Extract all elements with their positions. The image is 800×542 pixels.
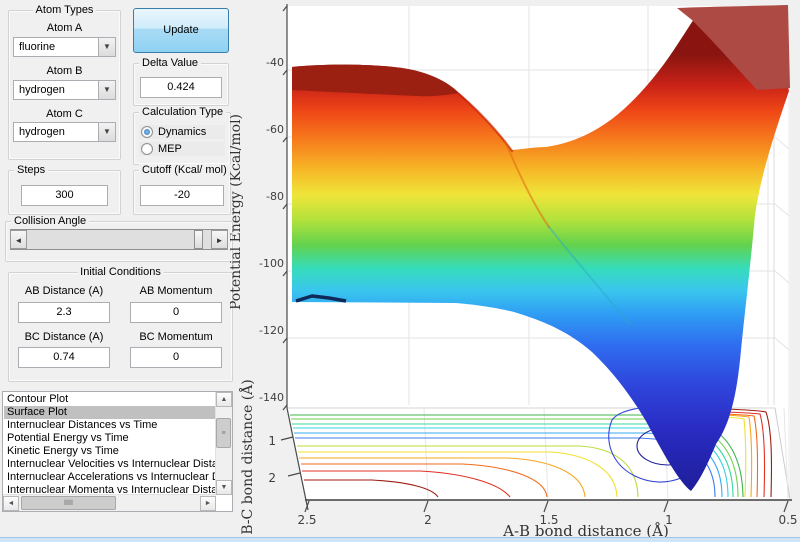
bc-momentum-field[interactable]: 0 [130, 347, 222, 368]
scroll-down-icon[interactable]: ▼ [216, 480, 232, 495]
collision-angle-panel: Collision Angle [5, 215, 233, 262]
list-item[interactable]: Internuclear Velocities vs Internuclear … [7, 458, 216, 470]
slider-left-arrow-icon[interactable]: ◄ [10, 230, 27, 249]
calculation-type-title: Calculation Type [139, 106, 227, 118]
atom-types-panel: Atom Types [8, 4, 121, 160]
window-bottom-edge [0, 537, 800, 542]
steps-title: Steps [14, 164, 49, 176]
atom-c-label: Atom C [46, 108, 83, 120]
bc-distance-label: BC Distance (A) [24, 331, 104, 343]
potential-energy-surface [292, 6, 789, 491]
mep-radio[interactable]: MEP [139, 142, 225, 156]
z-tick-label: -40 [266, 56, 284, 69]
chevron-down-icon[interactable]: ▼ [98, 38, 115, 56]
slider-thumb[interactable] [194, 230, 203, 249]
bc-tick-label: 1 [268, 434, 276, 448]
atom-a-dropdown[interactable]: fluorine ▼ [13, 37, 116, 57]
depth-axis-tick-labels: 1 2 [268, 434, 276, 485]
atom-c-dropdown[interactable]: hydrogen ▼ [13, 122, 116, 142]
x-tick-label: 0.5 [778, 513, 797, 527]
update-button[interactable]: Update [133, 8, 229, 53]
dynamics-radio-label: Dynamics [158, 126, 207, 138]
bc-distance-field[interactable]: 0.74 [18, 347, 110, 368]
bc-momentum-label: BC Momentum [139, 331, 213, 343]
steps-panel: Steps [8, 164, 121, 215]
list-item[interactable]: Internuclear Distances vs Time [7, 419, 158, 431]
z-tick-label: -120 [259, 324, 284, 337]
radio-dot-icon [144, 129, 150, 135]
atom-a-value: fluorine [19, 41, 56, 53]
ab-distance-label: AB Distance (A) [24, 285, 104, 297]
atom-b-label: Atom B [46, 65, 83, 77]
cutoff-field[interactable]: -20 [140, 185, 224, 206]
delta-value-panel: Delta Value [133, 57, 229, 106]
initial-conditions-title: Initial Conditions [77, 266, 164, 278]
depth-axis-label: B-C bond distance (Å) [238, 379, 256, 534]
dynamics-radio[interactable]: Dynamics [139, 125, 225, 139]
delta-value-title: Delta Value [139, 57, 202, 69]
chevron-down-icon[interactable]: ▼ [98, 123, 115, 141]
horizontal-scroll-thumb[interactable]: ⦀⦀⦀ [21, 496, 116, 510]
trajectory-line [295, 294, 347, 303]
z-tick-label: -140 [259, 391, 284, 404]
list-item-selected[interactable]: Surface Plot [4, 406, 216, 419]
chevron-down-icon[interactable]: ▼ [98, 81, 115, 99]
z-tick-label: -60 [266, 123, 284, 136]
x-tick-label: 2 [424, 513, 432, 527]
bc-tick-label: 2 [268, 471, 276, 485]
ab-distance-field[interactable]: 2.3 [18, 302, 110, 323]
vertical-scroll-thumb[interactable]: ≡ [216, 418, 231, 448]
atom-a-label: Atom A [46, 22, 83, 34]
atom-c-value: hydrogen [19, 126, 65, 138]
z-axis-label: Potential Energy (Kcal/mol) [230, 114, 244, 310]
x-axis-tick-labels: 2.5 2 1.5 1 0.5 [297, 513, 797, 527]
atom-b-dropdown[interactable]: hydrogen ▼ [13, 80, 116, 100]
surface-cap-left [292, 64, 459, 97]
z-axis-tick-labels: -40 -60 -80 -100 -120 -140 [259, 56, 284, 404]
ab-momentum-label: AB Momentum [139, 285, 213, 297]
list-item[interactable]: Potential Energy vs Time [7, 432, 129, 444]
atom-types-title: Atom Types [32, 4, 97, 16]
plot-type-listbox[interactable]: Contour Plot Surface Plot Internuclear D… [2, 391, 233, 512]
scroll-up-icon[interactable]: ▲ [216, 392, 232, 407]
collision-angle-title: Collision Angle [11, 215, 90, 227]
radio-icon [141, 126, 153, 138]
cutoff-panel: Cutoff (Kcal/ mol) [133, 164, 231, 215]
steps-field[interactable]: 300 [21, 185, 108, 206]
z-tick-label: -80 [266, 190, 284, 203]
x-tick-label: 2.5 [297, 513, 316, 527]
initial-conditions-panel: Initial Conditions [8, 266, 233, 382]
axes-lines [280, 4, 792, 513]
scroll-left-icon[interactable]: ◄ [3, 496, 19, 511]
list-item[interactable]: Internuclear Accelerations vs Internucle… [7, 471, 216, 483]
atom-b-value: hydrogen [19, 84, 65, 96]
vertical-scrollbar[interactable]: ▲ ≡ ▼ [215, 392, 232, 495]
z-tick-label: -100 [259, 257, 284, 270]
x-tick-label: 1 [665, 513, 673, 527]
horizontal-scrollbar[interactable]: ◄ ⦀⦀⦀ ► [3, 494, 216, 511]
cutoff-title: Cutoff (Kcal/ mol) [139, 164, 230, 176]
collision-angle-slider[interactable]: ◄ ► [10, 229, 228, 250]
mep-radio-label: MEP [158, 143, 182, 155]
radio-icon [141, 143, 153, 155]
x-tick-label: 1.5 [539, 513, 558, 527]
list-item[interactable]: Contour Plot [7, 393, 69, 405]
slider-right-arrow-icon[interactable]: ► [211, 230, 228, 249]
x-axis-label: A-B bond distance (Å) [502, 522, 669, 540]
ab-momentum-field[interactable]: 0 [130, 302, 222, 323]
surface-plot-canvas: -40 -60 -80 -100 -120 -140 1 2 2.5 2 1.5… [230, 4, 798, 540]
scroll-right-icon[interactable]: ► [200, 496, 216, 511]
surface-ridge-lines [457, 92, 631, 325]
list-item[interactable]: Internuclear Momenta vs Internuclear Dis… [7, 484, 216, 496]
delta-value-field[interactable]: 0.424 [140, 77, 222, 98]
list-item[interactable]: Kinetic Energy vs Time [7, 445, 119, 457]
surface-cap-right [677, 5, 790, 90]
